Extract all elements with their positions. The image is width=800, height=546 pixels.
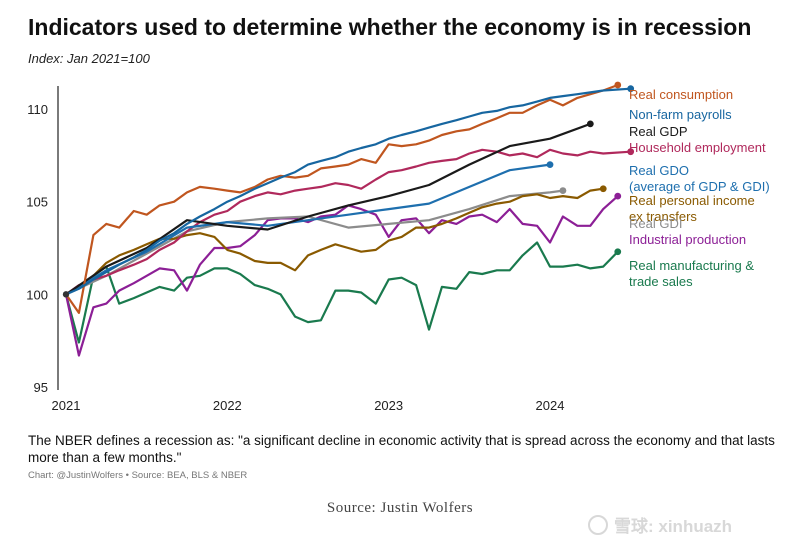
chart-credit: Chart: @JustinWolfers • Source: BEA, BLS… — [28, 470, 248, 481]
line-chart: 95 100 105 110 2021 2022 2023 2024 Real consumpt… — [26, 81, 770, 413]
series-label-consumption: Real consumption — [629, 87, 733, 102]
series-line-manufacturing — [64, 241, 619, 344]
series-label-manufacturing-line2: trade sales — [629, 274, 693, 289]
series-label-gdo-line2: (average of GDP & GDI) — [629, 179, 770, 194]
series-line-gdp — [64, 122, 592, 296]
series-label-manufacturing: Real manufacturing & — [629, 258, 754, 273]
series-line-payrolls — [64, 87, 632, 296]
series-line-income — [64, 187, 605, 296]
series-endpoint-gdi — [559, 187, 567, 194]
watermark-text: 雪球: xinhuazh — [614, 517, 733, 536]
y-tick-label: 110 — [27, 102, 48, 117]
series-label-household: Household employment — [629, 140, 766, 155]
series-line-household — [64, 148, 632, 296]
series-endpoint-household — [627, 148, 635, 156]
x-tick-label: 2022 — [213, 398, 242, 413]
series-endpoint-manufacturing — [614, 248, 622, 256]
x-tick-label: 2021 — [52, 398, 81, 413]
y-tick-label: 95 — [34, 380, 48, 395]
series-label-income-line2: ex transfers — [629, 209, 697, 224]
series-label-income: Real personal income — [629, 193, 755, 208]
series-endpoint-industrial — [614, 192, 622, 200]
series-endpoint-gdo — [546, 161, 554, 169]
x-tick-label: 2024 — [536, 398, 565, 413]
series-endpoint-consumption — [614, 81, 622, 89]
series-line-gdo — [64, 163, 552, 296]
recession-definition-note: The NBER defines a recession as: "a sign… — [28, 433, 775, 465]
chart-subtitle: Index: Jan 2021=100 — [28, 51, 150, 66]
series-line-gdi — [64, 189, 564, 296]
series-label-gdi: Real GDI — [629, 216, 682, 231]
series-line-industrial — [64, 195, 619, 357]
series-endpoint-gdp — [586, 120, 594, 128]
chart-title: Indicators used to determine whether the… — [28, 14, 752, 40]
watermark-logo-icon — [588, 514, 608, 535]
y-tick-label: 100 — [26, 287, 48, 302]
series-endpoint-payrolls — [627, 85, 635, 93]
y-tick-label: 105 — [26, 195, 48, 210]
series-start-marker — [62, 291, 70, 298]
series-endpoint-income — [599, 185, 607, 193]
x-tick-label: 2023 — [374, 398, 403, 413]
series-label-gdo: Real GDO — [629, 163, 689, 178]
series-label-gdp: Real GDP — [629, 124, 688, 139]
image-source-caption: Source: Justin Wolfers — [326, 500, 474, 516]
watermark: 雪球: xinhuazh — [588, 512, 732, 537]
series-line-consumption — [64, 83, 619, 314]
series-label-industrial: Industrial production — [629, 232, 746, 247]
series-label-payrolls: Non-farm payrolls — [629, 107, 732, 122]
